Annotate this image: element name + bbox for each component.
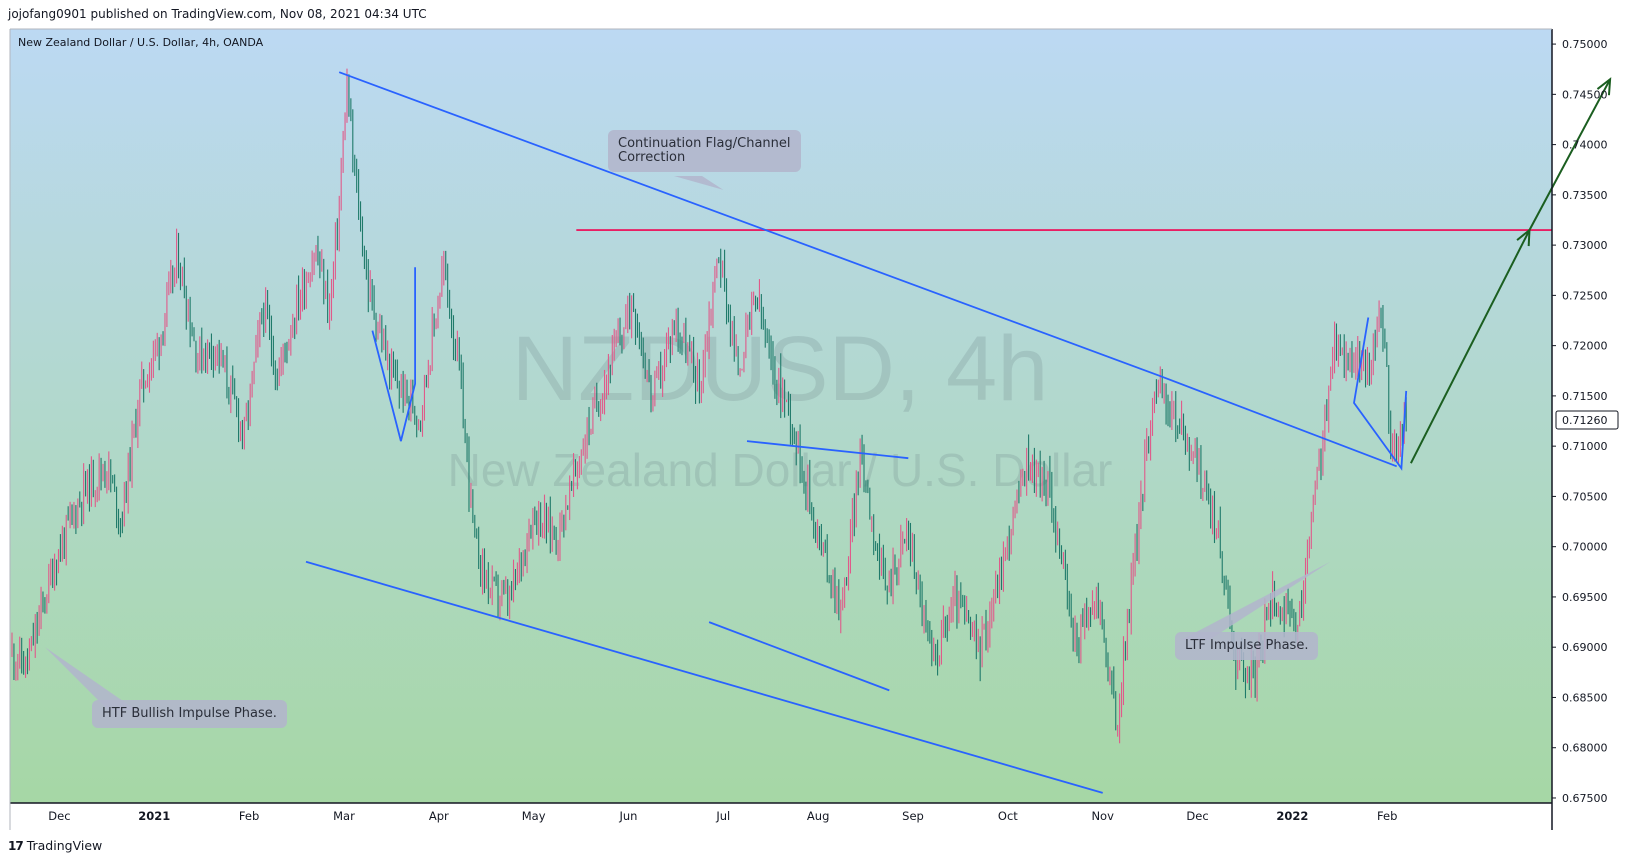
- price-tick-label: 0.73000: [1562, 239, 1608, 252]
- time-axis[interactable]: Dec 2021 Feb Mar Apr May Jun Jul Aug Sep Oct Nov Dec…: [10, 802, 1552, 823]
- footer: 17 TradingView: [8, 838, 102, 853]
- chart-title: New Zealand Dollar / U.S. Dollar, 4h, OA…: [18, 36, 264, 49]
- price-tick-label: 0.72000: [1562, 340, 1608, 353]
- price-tick-label: 0.69000: [1562, 641, 1608, 654]
- price-tick-label: 0.74000: [1562, 139, 1608, 152]
- price-tick-label: 0.74500: [1562, 88, 1608, 101]
- time-tick-label: Feb: [239, 809, 259, 823]
- flag-left-lines: [371, 267, 417, 442]
- footer-brand: TradingView: [26, 838, 103, 853]
- price-tick-label: 0.73500: [1562, 189, 1608, 202]
- time-tick-label: Jul: [715, 809, 730, 823]
- time-tick-label: May: [522, 809, 546, 823]
- wedge-right-lines: [1353, 317, 1408, 471]
- annotation-htf-bullish-impulse[interactable]: HTF Bullish Impulse Phase.: [92, 700, 287, 728]
- time-tick-label: Mar: [333, 809, 355, 823]
- projection-arrowhead-mid: [1516, 227, 1531, 247]
- watermark: NZDUSD, 4h New Zealand Dollar / U.S. Dol…: [448, 318, 1113, 496]
- time-tick-label: Jun: [618, 809, 637, 823]
- time-tick-label: Dec: [1186, 809, 1208, 823]
- channel-upper-line: [338, 71, 1398, 468]
- projection-arrowhead-top: [1596, 77, 1612, 96]
- channel-lower-line: [305, 560, 1103, 794]
- annotation-continuation-flag[interactable]: Continuation Flag/Channel Correction: [608, 130, 801, 172]
- time-tick-label: Dec: [48, 809, 70, 823]
- time-tick-label: Apr: [429, 809, 449, 823]
- tradingview-logo-icon: 17: [8, 838, 24, 853]
- price-tick-label: 0.69500: [1562, 591, 1608, 604]
- time-tick-label: Aug: [807, 809, 829, 823]
- time-tick-label: Sep: [902, 809, 924, 823]
- price-tick-label: 0.71000: [1562, 440, 1608, 453]
- price-tick-label: 0.68500: [1562, 691, 1608, 704]
- annotation-pointer: [45, 647, 136, 710]
- drawings: [305, 71, 1612, 794]
- time-tick-label: Feb: [1377, 809, 1397, 823]
- watermark-name: New Zealand Dollar / U.S. Dollar: [448, 444, 1113, 496]
- price-tick-label: 0.71500: [1562, 390, 1608, 403]
- time-tick-label: 2021: [138, 809, 170, 823]
- price-tick-label: 0.68000: [1562, 742, 1608, 755]
- annotation-pointers: [45, 176, 1331, 710]
- triangle-top-line: [746, 440, 909, 460]
- publisher-line: jojofang0901 published on TradingView.co…: [8, 7, 427, 21]
- price-tick-label: 0.70000: [1562, 541, 1608, 554]
- last-price-label: 0.71260: [1562, 414, 1608, 427]
- candles: [11, 68, 1407, 744]
- price-tick-label: 0.70500: [1562, 490, 1608, 503]
- time-tick-label: 2022: [1276, 809, 1308, 823]
- price-tick-label: 0.72500: [1562, 289, 1608, 302]
- price-tick-label: 0.67500: [1562, 792, 1608, 805]
- annotation-ltf-impulse[interactable]: LTF Impulse Phase.: [1175, 632, 1319, 660]
- price-tick-label: 0.75000: [1562, 38, 1608, 51]
- last-price-badge: [1555, 410, 1619, 430]
- watermark-symbol: NZDUSD, 4h: [512, 318, 1049, 420]
- annotation-pointer: [674, 176, 724, 190]
- annotation-pointer: [1181, 561, 1331, 640]
- triangle-bottom-line: [708, 621, 890, 692]
- time-tick-label: Oct: [998, 809, 1018, 823]
- time-tick-label: Nov: [1091, 809, 1114, 823]
- price-axis[interactable]: 0.75000 0.74500 0.74000 0.73500 0.73000 0.725…: [1551, 29, 1619, 830]
